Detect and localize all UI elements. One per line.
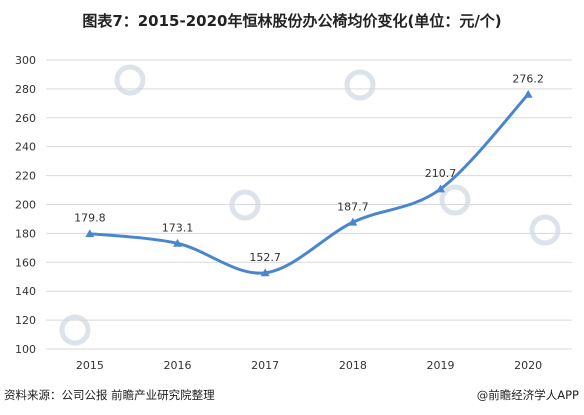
watermark-logo-icon: [439, 184, 471, 216]
data-label: 179.8: [74, 212, 106, 225]
data-label: 152.7: [249, 251, 281, 264]
watermark-logo-icon: [529, 214, 561, 246]
x-tick-label: 2016: [164, 359, 192, 372]
chart-title: 图表7：2015-2020年恒林股份办公椅均价变化(单位：元/个): [82, 12, 502, 30]
data-label: 173.1: [162, 221, 194, 234]
data-point-marker: [173, 238, 182, 247]
data-point-marker: [523, 89, 533, 98]
brand-note: @前瞻经济学人APP: [476, 388, 579, 402]
gridlines: [46, 59, 572, 350]
data-label: 210.7: [425, 167, 457, 180]
y-tick-label: 260: [15, 112, 36, 125]
x-tick-label: 2015: [76, 359, 104, 372]
series-line: [89, 93, 530, 275]
data-point-marker: [348, 217, 358, 226]
x-tick-label: 2017: [251, 359, 279, 372]
y-tick-label: 300: [15, 54, 36, 67]
watermark-logo-icon: [59, 314, 91, 346]
y-tick-label: 240: [15, 141, 36, 154]
data-point-marker: [436, 184, 445, 193]
x-tick-label: 2019: [427, 359, 455, 372]
x-tick-label: 2018: [339, 359, 367, 372]
source-note: 资料来源：公司公报 前瞻产业研究院整理: [4, 388, 215, 402]
data-point-marker: [260, 268, 270, 277]
x-axis-ticks: 2015 2016 2017 2018 2019 2020: [76, 359, 542, 372]
data-labels: 179.8 173.1 152.7 187.7 210.7 276.2: [74, 72, 544, 263]
data-point-marker: [85, 229, 95, 238]
y-tick-label: 140: [15, 285, 36, 298]
x-tick-label: 2020: [514, 359, 542, 372]
y-tick-label: 280: [15, 83, 36, 96]
watermark-logo-icon: [344, 69, 376, 101]
y-tick-label: 120: [15, 314, 36, 327]
data-label: 187.7: [337, 200, 369, 213]
data-markers: [85, 89, 533, 277]
y-axis-ticks: 100 120 140 160 180 200 220 240 260 280 300: [15, 54, 36, 356]
watermark-logo-icon: [114, 64, 146, 96]
data-label: 276.2: [512, 72, 544, 85]
y-tick-label: 220: [15, 170, 36, 183]
y-tick-label: 100: [15, 343, 36, 356]
y-tick-label: 180: [15, 227, 36, 240]
y-tick-label: 200: [15, 199, 36, 212]
y-tick-label: 160: [15, 256, 36, 269]
